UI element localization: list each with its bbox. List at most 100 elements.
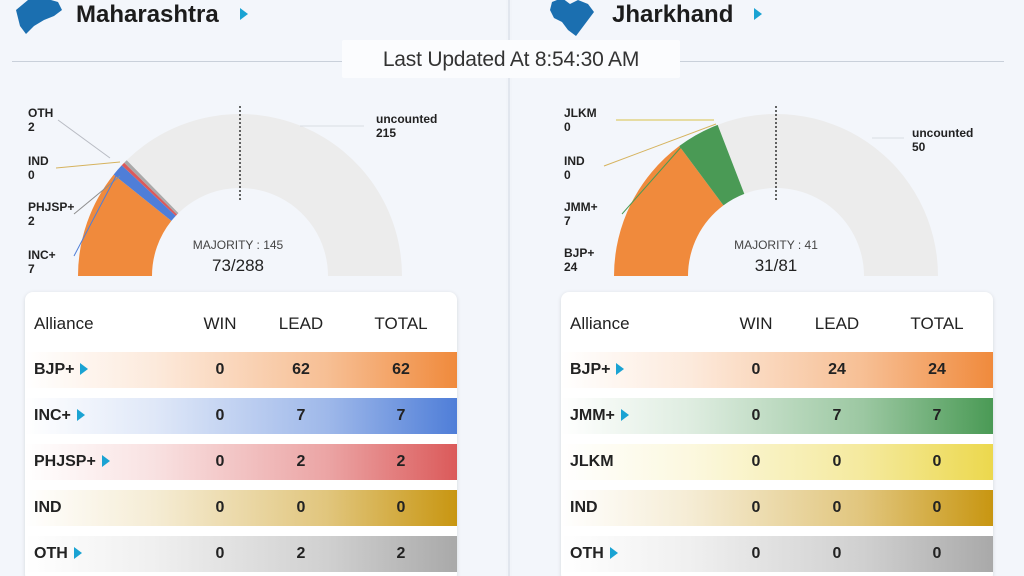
alliance-label: JLKM <box>570 453 614 470</box>
table-row[interactable]: JMM+ 0 7 7 <box>561 398 993 434</box>
expand-arrow-icon[interactable] <box>620 409 629 421</box>
alliance-name: JMM+ <box>570 398 629 434</box>
lead-value: 0 <box>832 453 842 470</box>
header-win: WIN <box>739 314 773 333</box>
gauge-label-jlkm: JLKM 0 <box>564 106 597 134</box>
total-value: 62 <box>392 361 410 378</box>
gauge-label-uncounted: uncounted 215 <box>376 112 438 140</box>
majority-label: MAJORITY : 145 <box>192 238 284 252</box>
alliance-label: JMM+ <box>570 407 615 424</box>
expand-arrow-icon[interactable] <box>80 363 89 375</box>
header-alliance: Alliance <box>34 314 94 333</box>
alliance-name: PHJSP+ <box>34 444 110 480</box>
alliance-label: PHJSP+ <box>34 453 96 470</box>
expand-arrow-icon[interactable] <box>73 547 82 559</box>
alliance-name: BJP+ <box>570 352 625 388</box>
win-value: 0 <box>751 499 761 516</box>
seat-gauge: JLKM 0 IND 0 JMM+ 7 BJP+ 24 uncounted 50 MAJO… <box>512 96 1018 286</box>
gauge-label-inc: INC+ 7 <box>28 248 56 276</box>
header-total: TOTAL <box>374 314 428 333</box>
alliance-label: OTH <box>570 545 604 562</box>
last-updated: Last Updated At 8:54:30 AM <box>342 40 680 78</box>
alliance-label: INC+ <box>34 407 71 424</box>
leader-line <box>603 123 717 167</box>
lead-value: 7 <box>296 407 306 424</box>
gauge-segment-jmm <box>679 124 745 206</box>
table-row[interactable]: BJP+ 0 62 62 <box>25 352 457 388</box>
gauge-segment-phjsp <box>121 162 178 216</box>
alliance-name: BJP+ <box>34 352 89 388</box>
lead-value: 0 <box>832 499 842 516</box>
alliance-name: INC+ <box>34 398 85 434</box>
state-expand-arrow-icon[interactable] <box>240 8 248 20</box>
alliance-name: IND <box>570 490 598 526</box>
leader-line <box>55 161 121 169</box>
gauge-label-uncounted: uncounted 50 <box>912 126 974 154</box>
table-header: Alliance WIN LEAD TOTAL <box>561 314 993 334</box>
total-value: 24 <box>928 361 946 378</box>
lead-value: 2 <box>296 453 306 470</box>
table-header: Alliance WIN LEAD TOTAL <box>25 314 457 334</box>
alliance-name: JLKM <box>570 444 614 480</box>
win-value: 0 <box>751 361 761 378</box>
table-row[interactable]: OTH 0 0 0 <box>561 536 993 572</box>
jharkhand-panel: Jharkhand JLKM 0 IND 0 JMM+ 7 BJP+ 24 uncoun… <box>512 0 1024 576</box>
alliance-name: IND <box>34 490 62 526</box>
win-value: 0 <box>751 407 761 424</box>
lead-value: 0 <box>296 499 306 516</box>
majority-label: MAJORITY : 41 <box>734 238 818 252</box>
header-lead: LEAD <box>814 314 860 333</box>
seat-ratio: 31/81 <box>754 256 798 275</box>
total-value: 2 <box>396 545 406 562</box>
lead-value: 0 <box>832 545 842 562</box>
jharkhand-map-icon <box>550 0 594 36</box>
expand-arrow-icon[interactable] <box>101 455 110 467</box>
gauge-segment-bjp <box>78 174 172 276</box>
win-value: 0 <box>215 361 225 378</box>
table-row[interactable]: PHJSP+ 0 2 2 <box>25 444 457 480</box>
seat-ratio: 73/288 <box>212 256 264 275</box>
table-row[interactable]: INC+ 0 7 7 <box>25 398 457 434</box>
seat-gauge-chart <box>55 106 403 276</box>
table-row[interactable]: IND 0 0 0 <box>561 490 993 526</box>
alliance-label: BJP+ <box>570 361 611 378</box>
gauge-segment-oth <box>124 160 179 215</box>
expand-arrow-icon[interactable] <box>609 547 618 559</box>
table-row[interactable]: OTH 0 2 2 <box>25 536 457 572</box>
total-value: 0 <box>932 453 942 470</box>
gauge-segment-uncounted <box>126 113 403 276</box>
alliance-label: OTH <box>34 545 68 562</box>
expand-arrow-icon[interactable] <box>616 363 625 375</box>
alliance-table: Alliance WIN LEAD TOTAL BJP+ 0 62 62 INC+ 0 7 7… <box>25 292 457 576</box>
total-value: 7 <box>396 407 406 424</box>
table-row[interactable]: IND 0 0 0 <box>25 490 457 526</box>
header-alliance: Alliance <box>570 314 630 333</box>
state-name: Jharkhand <box>612 1 734 28</box>
leader-line <box>73 175 117 257</box>
header-lead: LEAD <box>278 314 324 333</box>
gauge-segment-uncounted <box>717 114 938 276</box>
lead-value: 62 <box>292 361 310 378</box>
alliance-name: OTH <box>570 536 618 572</box>
header-total: TOTAL <box>910 314 964 333</box>
alliance-label: IND <box>570 499 598 516</box>
win-value: 0 <box>215 453 225 470</box>
alliance-label: BJP+ <box>34 361 75 378</box>
state-expand-arrow-icon[interactable] <box>754 8 762 20</box>
win-value: 0 <box>751 453 761 470</box>
gauge-segment-bjp <box>614 146 724 276</box>
table-row[interactable]: BJP+ 0 24 24 <box>561 352 993 388</box>
seat-gauge-chart <box>603 106 938 276</box>
gauge-label-jmm: JMM+ 7 <box>564 200 598 228</box>
gauge-segment-inc <box>113 165 176 221</box>
state-name: Maharashtra <box>76 1 219 28</box>
alliance-name: OTH <box>34 536 82 572</box>
total-value: 0 <box>932 545 942 562</box>
table-row[interactable]: JLKM 0 0 0 <box>561 444 993 480</box>
total-value: 2 <box>396 453 406 470</box>
divider <box>12 61 342 62</box>
win-value: 0 <box>215 499 225 516</box>
total-value: 7 <box>932 407 942 424</box>
expand-arrow-icon[interactable] <box>76 409 85 421</box>
total-value: 0 <box>396 499 406 516</box>
